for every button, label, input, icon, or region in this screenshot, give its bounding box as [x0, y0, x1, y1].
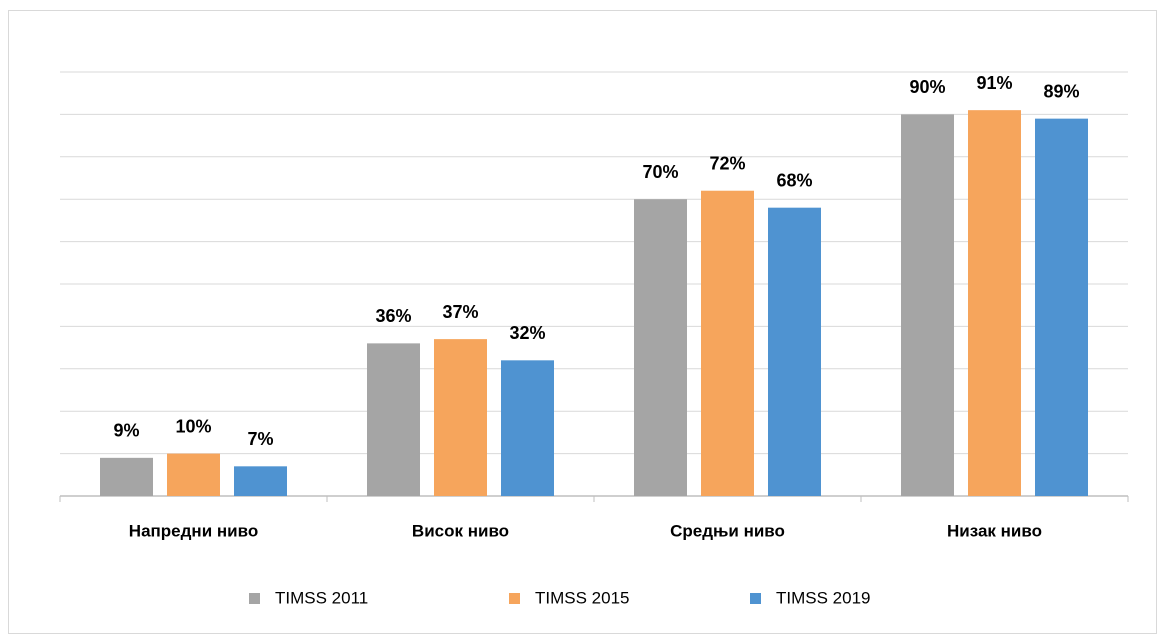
bar	[434, 339, 487, 496]
legend-label: TIMSS 2015	[535, 588, 630, 607]
data-label: 90%	[909, 77, 945, 97]
legend-swatch	[249, 593, 260, 604]
bar	[367, 343, 420, 496]
x-tick-label: Напредни ниво	[129, 521, 258, 540]
data-label: 9%	[113, 421, 139, 441]
bar	[901, 114, 954, 497]
legend-swatch	[509, 593, 520, 604]
data-label: 91%	[976, 73, 1012, 93]
data-label: 32%	[509, 323, 545, 343]
data-label: 72%	[709, 153, 745, 173]
data-label: 36%	[375, 306, 411, 326]
data-label: 68%	[776, 170, 812, 190]
x-tick-label: Низак ниво	[947, 521, 1042, 540]
bar	[234, 466, 287, 496]
data-label: 10%	[175, 416, 211, 436]
data-label: 37%	[442, 302, 478, 322]
data-label: 89%	[1043, 81, 1079, 101]
legend-swatch	[750, 593, 761, 604]
bar	[768, 207, 821, 496]
x-tick-label: Висок ниво	[412, 521, 509, 540]
bar	[100, 457, 153, 496]
data-label: 70%	[642, 162, 678, 182]
bar	[701, 190, 754, 496]
bar	[501, 360, 554, 496]
bar	[968, 110, 1021, 496]
legend-label: TIMSS 2019	[776, 588, 871, 607]
x-tick-label: Средњи ниво	[670, 521, 785, 540]
legend-label: TIMSS 2011	[275, 588, 368, 607]
bar	[1035, 118, 1088, 496]
bar	[167, 453, 220, 496]
bar	[634, 199, 687, 496]
data-label: 7%	[247, 429, 273, 449]
